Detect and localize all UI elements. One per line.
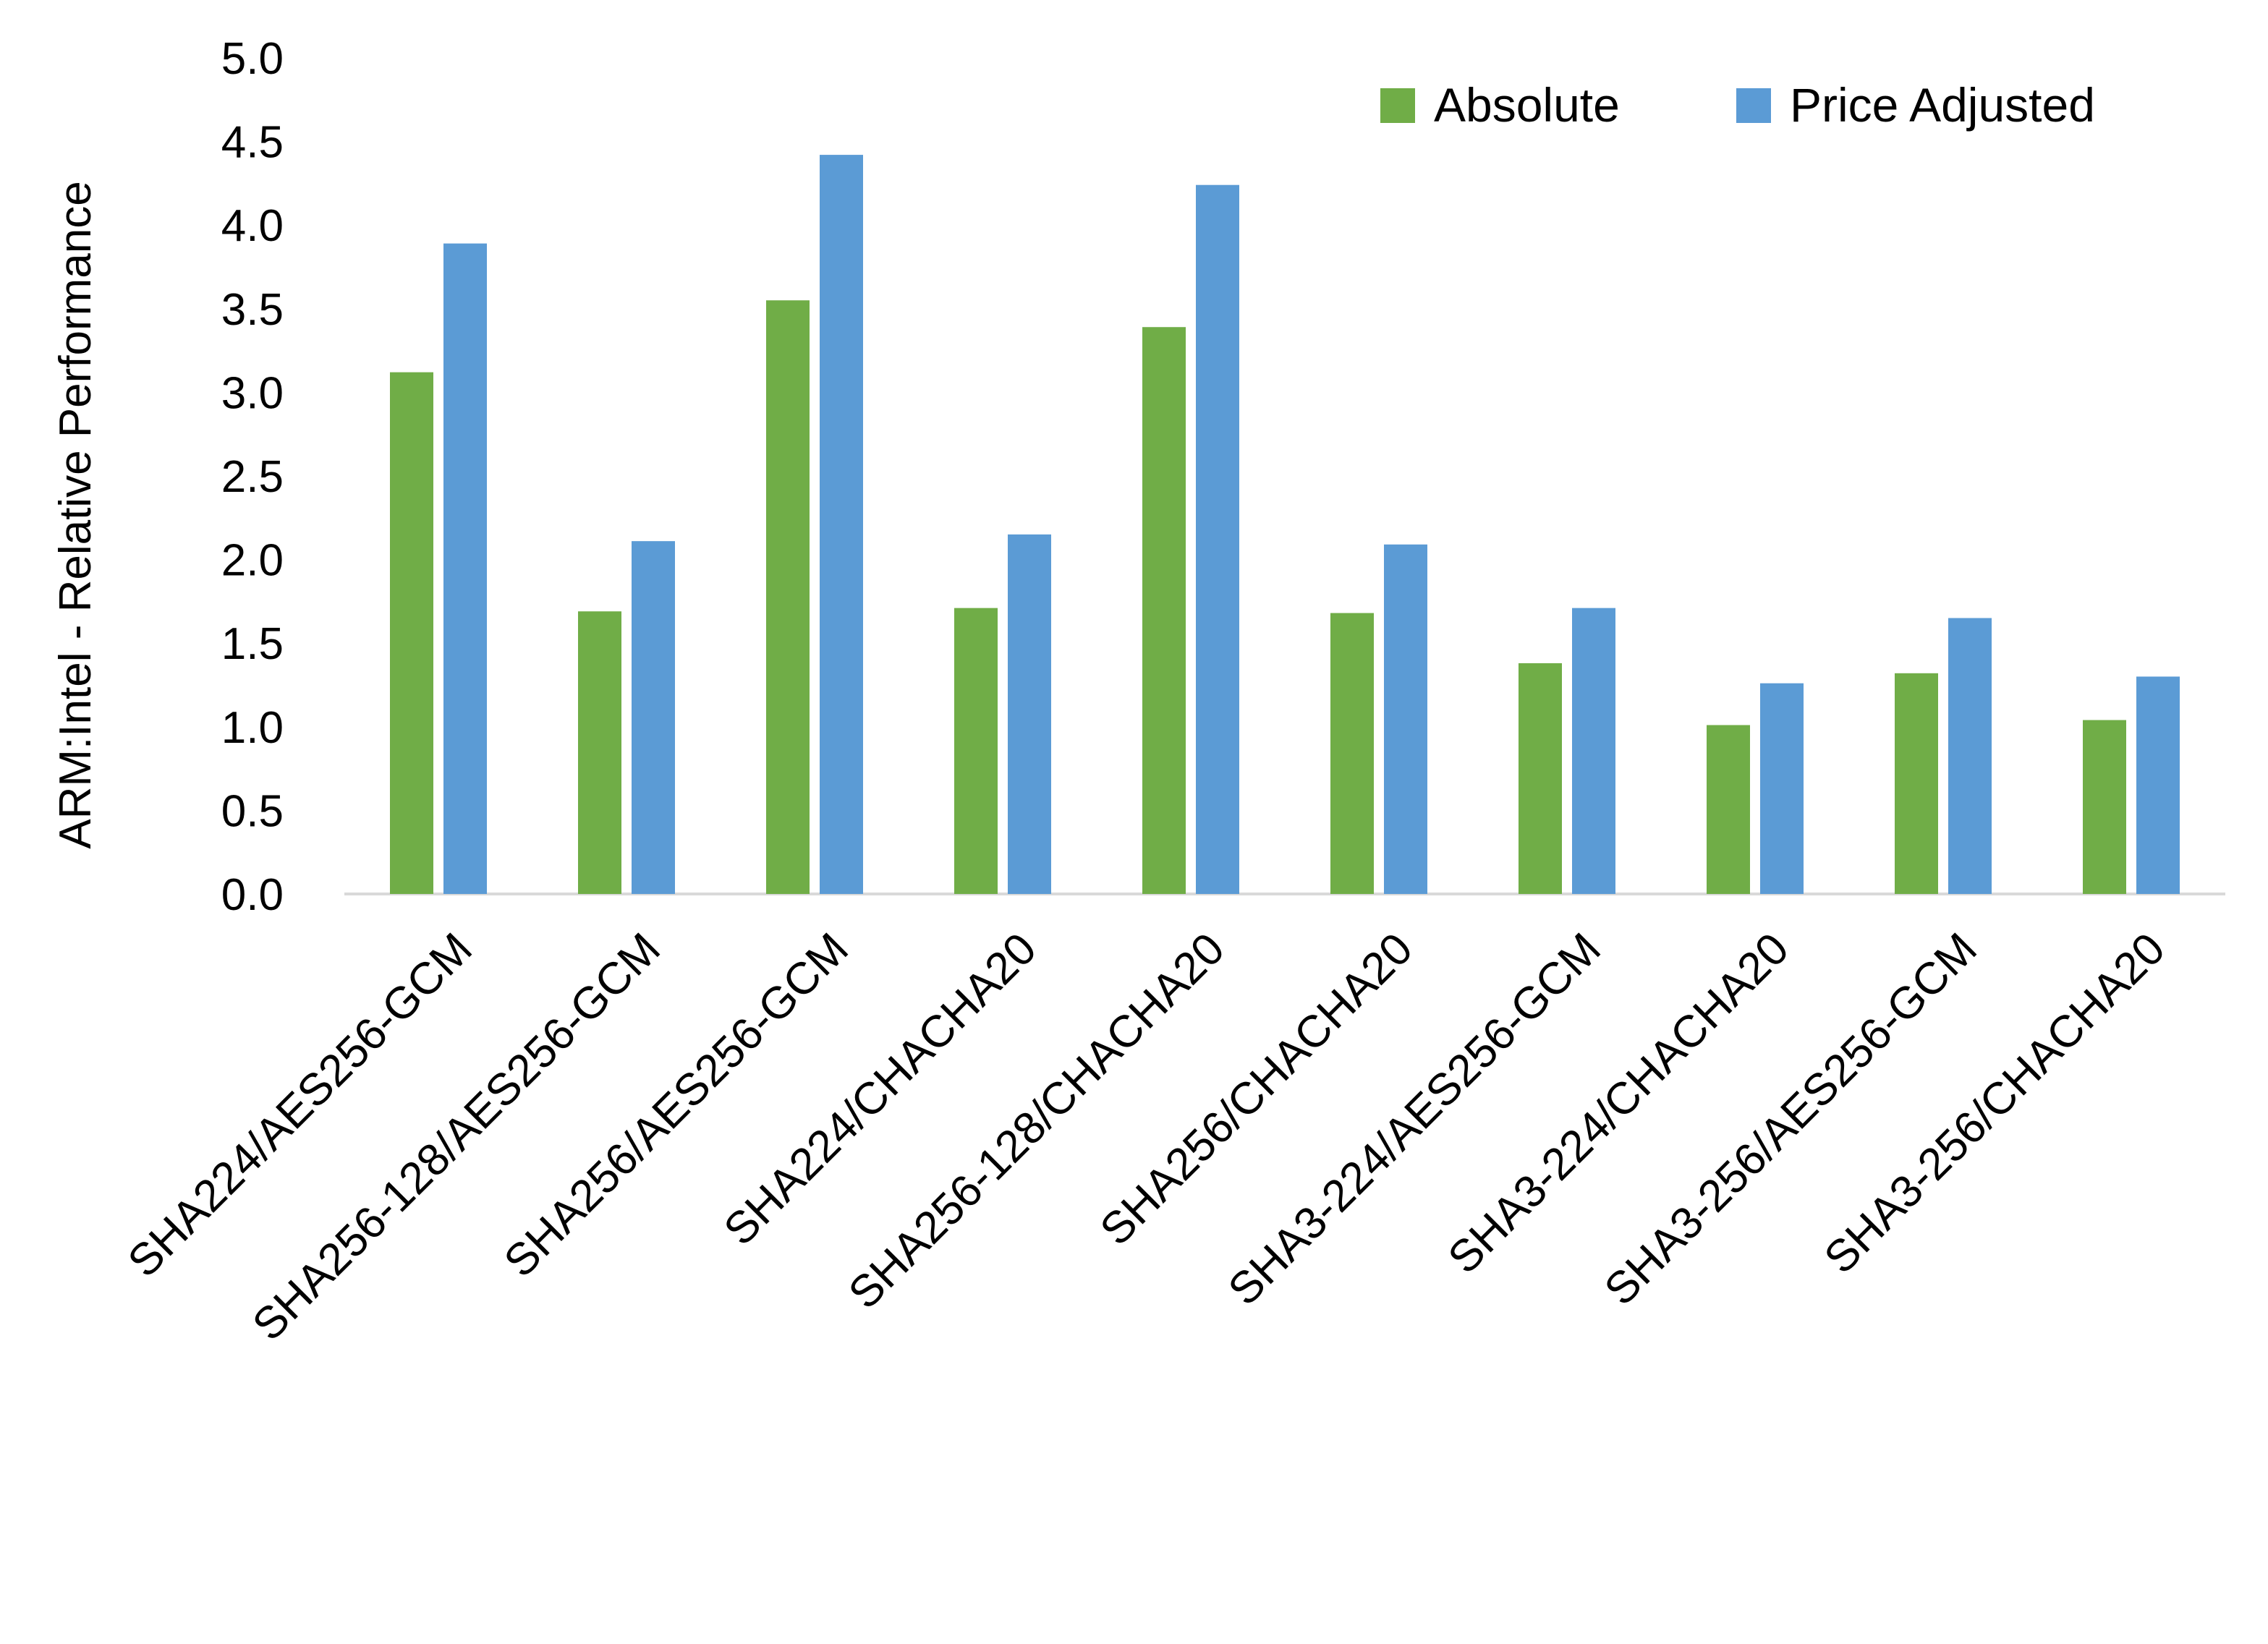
y-tick-label: 2.5 (221, 452, 284, 502)
x-tick-label: SHA256-128/AES256-GCM (243, 924, 670, 1350)
x-tick-label: SHA224/CHACHA20 (715, 924, 1046, 1255)
x-tick-label: SHA3-224/CHACHA20 (1439, 924, 1798, 1283)
y-tick-label: 0.5 (221, 786, 284, 836)
x-tick-label: SHA256/CHACHA20 (1091, 924, 1422, 1255)
y-tick-label: 2.0 (221, 536, 284, 586)
bar-price-adjusted (2136, 676, 2180, 894)
bar-absolute (1142, 327, 1186, 894)
y-tick-label: 4.5 (221, 118, 284, 168)
bar-price-adjusted (1008, 534, 1051, 894)
bar-absolute (1895, 673, 1938, 894)
y-tick-label: 1.5 (221, 619, 284, 669)
x-tick-label: SHA224/AES256-GCM (119, 924, 482, 1287)
x-tick-label: SHA3-256/CHACHA20 (1815, 924, 2175, 1283)
bar-price-adjusted (632, 541, 675, 894)
bar-price-adjusted (1384, 544, 1427, 894)
bar-price-adjusted (820, 155, 863, 894)
legend-swatch (1380, 88, 1415, 123)
y-tick-label: 4.0 (221, 201, 284, 251)
bar-price-adjusted (1196, 184, 1239, 894)
y-tick-label: 1.0 (221, 703, 284, 753)
bar-absolute (1707, 725, 1750, 894)
bar-price-adjusted (1948, 618, 1992, 894)
bar-absolute (1519, 663, 1562, 894)
bar-price-adjusted (443, 243, 487, 895)
bar-absolute (766, 300, 810, 894)
bar-price-adjusted (1760, 683, 1804, 894)
bar-absolute (2083, 720, 2126, 894)
x-tick-label: SHA3-224/AES256-GCM (1219, 924, 1610, 1315)
y-tick-label: 3.5 (221, 285, 284, 335)
bar-price-adjusted (1572, 608, 1615, 894)
legend-label: Absolute (1434, 78, 1620, 132)
x-tick-label: SHA256-128/CHACHA20 (839, 924, 1234, 1319)
y-tick-label: 3.0 (221, 368, 284, 418)
y-axis-label: ARM:Intel - Relative Performance (51, 181, 101, 848)
x-tick-label: SHA3-256/AES256-GCM (1595, 924, 1987, 1315)
bar-absolute (1330, 613, 1374, 894)
legend-swatch (1736, 88, 1771, 123)
y-tick-label: 0.0 (221, 870, 284, 920)
y-tick-label: 5.0 (221, 34, 284, 84)
legend-label: Price Adjusted (1790, 78, 2095, 132)
bar-absolute (954, 608, 998, 894)
bar-absolute (390, 372, 433, 894)
x-tick-label: SHA256/AES256-GCM (495, 924, 858, 1287)
bar-absolute (578, 611, 621, 894)
